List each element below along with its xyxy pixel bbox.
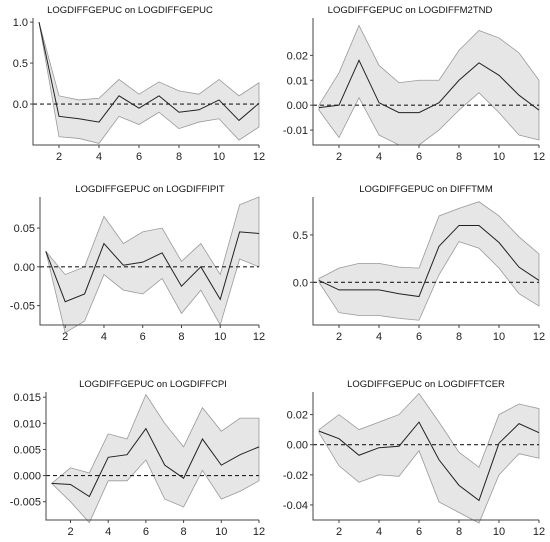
x-tick-label: 12 [253, 526, 265, 538]
panel-title: LOGDIFFGEPUC on LOGDIFFM2TND [328, 5, 493, 16]
x-tick-label: 10 [214, 331, 226, 343]
impulse-response-line [51, 427, 260, 498]
y-tick-label: 0.005 [13, 444, 41, 456]
confidence-band [318, 24, 540, 146]
x-tick-label: 2 [336, 151, 342, 163]
x-tick-label: 4 [96, 151, 102, 163]
x-tick-label: 2 [67, 526, 73, 538]
confidence-band [38, 21, 260, 144]
y-tick-label: 0.01 [287, 75, 308, 87]
y-tick-label: 0.5 [293, 230, 308, 242]
impulse-response-line [38, 21, 260, 123]
y-tick-label: 0.02 [287, 410, 308, 422]
axes-frame [45, 392, 259, 521]
x-tick-label: 4 [376, 331, 382, 343]
panel-title: LOGDIFFGEPUC on LOGDIFFGEPUC [47, 5, 213, 16]
panel-gepuc-on-ipit: LOGDIFFGEPUC on LOGDIFFIPIT 2 4 6 8 10 12 -0.05… [10, 184, 265, 343]
x-tick-label: 2 [336, 331, 342, 343]
panel-gepuc-on-difftmm: LOGDIFFGEPUC on DIFFTMM 2 4 6 8 10 12 0.0 0.5 [293, 184, 545, 343]
y-tick-label: -0.01 [283, 125, 308, 137]
impulse-response-line [318, 421, 540, 502]
y-tick-label: -0.02 [283, 470, 308, 482]
y-tick-label: 0.0 [293, 277, 308, 289]
x-tick-label: 6 [416, 151, 422, 163]
x-tick-label: 8 [456, 526, 462, 538]
axes-frame [312, 18, 539, 146]
y-tick-label: -0.04 [283, 500, 308, 512]
panel-gepuc-on-m2tnd: LOGDIFFGEPUC on LOGDIFFM2TND 2 4 6 8 10 12 -0.0… [283, 5, 545, 163]
y-tick-label: 0.015 [13, 392, 41, 404]
y-tick-label: 1.0 [13, 17, 28, 29]
x-tick-label: 8 [181, 526, 187, 538]
impulse-response-line [318, 224, 540, 298]
panel-title: LOGDIFFGEPUC on DIFFTMM [359, 184, 493, 195]
panel-title: LOGDIFFGEPUC on LOGDIFFCPI [79, 379, 227, 390]
panel-title: LOGDIFFGEPUC on LOGDIFFTCER [347, 379, 505, 390]
x-tick-label: 6 [136, 151, 142, 163]
panel-title: LOGDIFFGEPUC on LOGDIFFIPIT [75, 184, 225, 195]
confidence-band [318, 392, 540, 524]
axes-frame [32, 18, 259, 146]
y-tick-label: 0.5 [13, 58, 28, 70]
x-tick-label: 6 [416, 526, 422, 538]
x-tick-label: 2 [336, 526, 342, 538]
y-tick-label: 0.00 [287, 440, 308, 452]
x-tick-label: 10 [215, 526, 227, 538]
x-tick-label: 12 [533, 151, 545, 163]
x-tick-label: 6 [140, 331, 146, 343]
x-tick-label: 12 [253, 331, 265, 343]
x-tick-label: 8 [456, 331, 462, 343]
impulse-response-line [318, 59, 540, 114]
confidence-band [318, 201, 540, 321]
panel-gepuc-on-cpi: LOGDIFFGEPUC on LOGDIFFCPI 2 4 6 8 10 12 -0.005… [10, 379, 265, 538]
y-tick-label: -0.005 [10, 497, 41, 509]
x-tick-label: 12 [253, 151, 265, 163]
panel-gepuc-on-tcer: LOGDIFFGEPUC on LOGDIFFTCER 2 4 6 8 10 12 -0.04… [283, 379, 545, 538]
y-tick-label: 0.010 [13, 418, 41, 430]
x-tick-label: 4 [101, 331, 107, 343]
confidence-band [45, 196, 260, 334]
x-tick-label: 8 [176, 151, 182, 163]
x-tick-label: 4 [105, 526, 111, 538]
y-tick-label: 0.02 [287, 50, 308, 62]
x-tick-label: 2 [62, 331, 68, 343]
x-tick-label: 6 [143, 526, 149, 538]
x-tick-label: 6 [416, 331, 422, 343]
y-tick-label: 0.05 [14, 223, 35, 235]
confidence-band [51, 393, 260, 524]
x-tick-label: 12 [533, 526, 545, 538]
panel-gepuc-on-gepuc: LOGDIFFGEPUC on LOGDIFFGEPUC 2 4 6 8 10 12 0.0 0… [13, 5, 265, 163]
impulse-response-line [45, 231, 260, 303]
x-tick-label: 2 [56, 151, 62, 163]
axes-frame [39, 197, 259, 326]
y-tick-label: 0.0 [13, 99, 28, 111]
x-tick-label: 10 [493, 526, 505, 538]
axes-frame [312, 392, 539, 521]
x-tick-label: 10 [493, 151, 505, 163]
y-tick-label: 0.000 [13, 471, 41, 483]
y-tick-label: -0.05 [10, 301, 35, 313]
axes-frame [312, 197, 539, 326]
x-tick-label: 10 [493, 331, 505, 343]
x-tick-label: 4 [376, 526, 382, 538]
x-tick-label: 8 [456, 151, 462, 163]
x-tick-label: 4 [376, 151, 382, 163]
y-tick-label: 0.00 [287, 100, 308, 112]
x-tick-label: 10 [213, 151, 225, 163]
x-tick-label: 12 [533, 331, 545, 343]
y-tick-label: 0.00 [14, 262, 35, 274]
x-tick-label: 8 [178, 331, 184, 343]
